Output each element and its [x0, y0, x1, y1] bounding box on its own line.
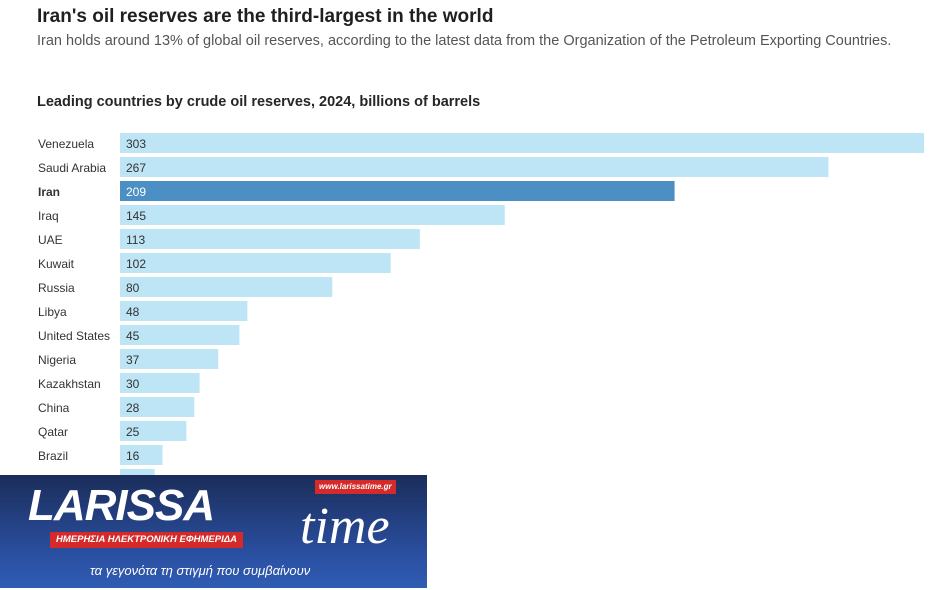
- category-label: Kuwait: [38, 257, 75, 271]
- category-label: Brazil: [38, 449, 68, 463]
- value-label: 16: [126, 449, 140, 463]
- bar-brazil: [120, 445, 163, 465]
- category-label: Iraq: [38, 209, 59, 223]
- category-label: UAE: [38, 233, 63, 247]
- bar-nigeria: [120, 349, 219, 369]
- bar-venezuela: [120, 133, 924, 153]
- value-label: 37: [126, 353, 140, 367]
- bar-saudi-arabia: [120, 157, 829, 177]
- category-label: China: [38, 401, 70, 415]
- category-label: Iran: [38, 185, 60, 199]
- category-label: Saudi Arabia: [38, 161, 106, 175]
- logo-banner: ΗΜΕΡΗΣΙΑ ΗΛΕΚΤΡΟΝΙΚΗ ΕΦΗΜΕΡΙΔΑ: [50, 532, 243, 548]
- category-label: Nigeria: [38, 353, 76, 367]
- larissatime-logo-watermark: LARISSA time www.larissatime.gr ΗΜΕΡΗΣΙΑ…: [0, 475, 427, 588]
- page-subtitle: Iran holds around 13% of global oil rese…: [37, 33, 892, 49]
- bar-qatar: [120, 421, 187, 441]
- chart-title: Leading countries by crude oil reserves,…: [37, 94, 481, 110]
- value-label: 48: [126, 305, 140, 319]
- logo-name-a: LARISSA: [28, 481, 215, 530]
- bar-uae: [120, 229, 420, 249]
- value-label: 209: [126, 185, 146, 199]
- category-label: Kazakhstan: [38, 377, 101, 391]
- category-label: Venezuela: [38, 137, 94, 151]
- value-label: 28: [126, 401, 140, 415]
- bar-russia: [120, 277, 333, 297]
- bar-united-states: [120, 325, 240, 345]
- value-label: 102: [126, 257, 146, 271]
- bar-kazakhstan: [120, 373, 200, 393]
- bar-iran: [120, 181, 675, 201]
- bar-iraq: [120, 205, 505, 225]
- logo-website: www.larissatime.gr: [315, 480, 396, 494]
- category-label: Qatar: [38, 425, 68, 439]
- value-label: 267: [126, 161, 146, 175]
- value-label: 113: [126, 233, 145, 247]
- value-label: 25: [126, 425, 140, 439]
- category-label: Libya: [38, 305, 67, 319]
- value-label: 80: [126, 281, 140, 295]
- bar-china: [120, 397, 195, 417]
- logo-tagline: τα γεγονότα τη στιγμή που συμβαίνουν: [90, 563, 311, 578]
- value-label: 45: [126, 329, 140, 343]
- category-label: Russia: [38, 281, 75, 295]
- value-label: 30: [126, 377, 140, 391]
- bar-libya: [120, 301, 248, 321]
- logo-name-b: time: [300, 498, 390, 555]
- bar-kuwait: [120, 253, 391, 273]
- value-label: 303: [126, 137, 146, 151]
- value-label: 145: [126, 209, 146, 223]
- page-title: Iran's oil reserves are the third-larges…: [37, 6, 494, 27]
- category-label: United States: [38, 329, 110, 343]
